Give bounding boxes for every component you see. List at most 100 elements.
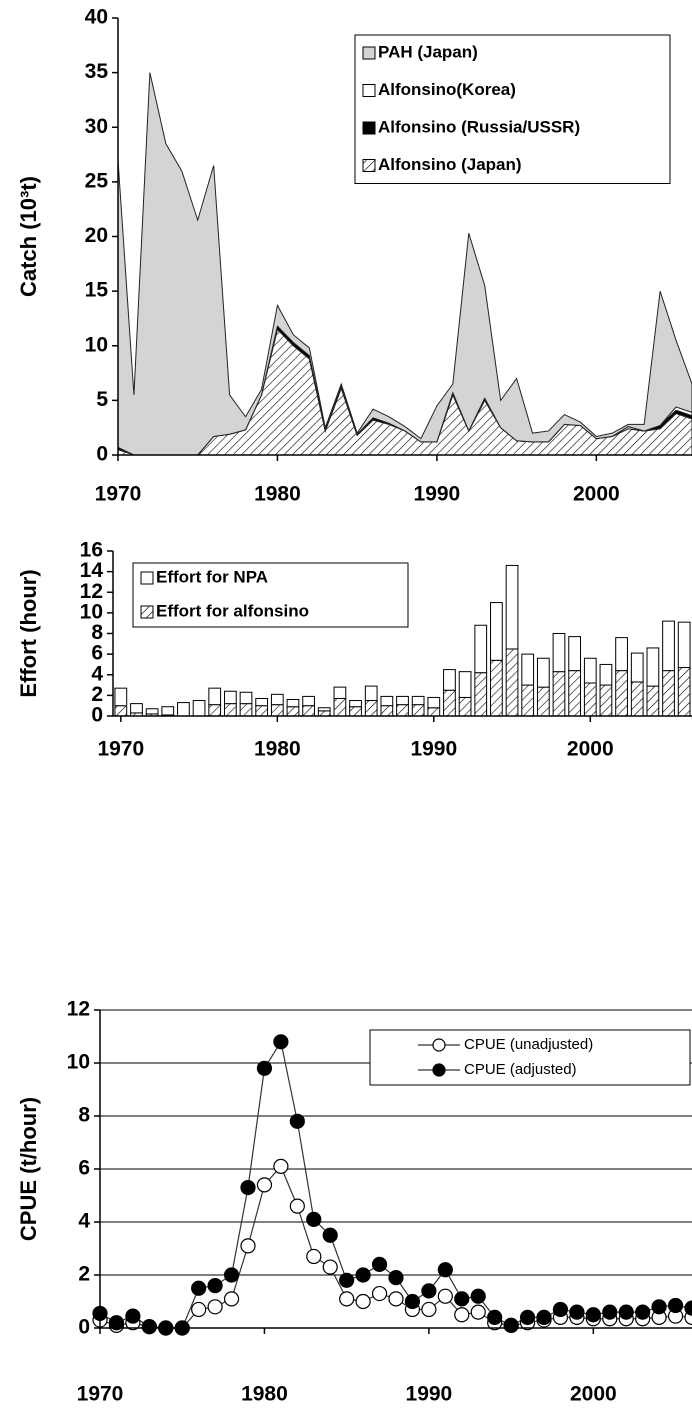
point [355,1267,371,1283]
x-tick-label: 1990 [406,1383,453,1406]
point [240,1238,256,1254]
point [536,1309,552,1326]
area [117,72,692,456]
point [256,1060,273,1076]
x-tick-label: 1980 [254,483,301,506]
bar [490,659,503,717]
point [141,1319,157,1335]
bar [208,687,222,706]
bar [505,564,519,650]
point [125,1308,141,1324]
legend-swatch [140,605,154,619]
x-tick-label: 2000 [570,1383,617,1406]
point [487,1309,503,1326]
bar [380,695,394,707]
point [437,1262,453,1278]
y-tick-label: 6 [78,1157,90,1180]
legend-swatch [362,121,376,135]
bar [333,686,347,699]
legend-swatch [362,46,376,60]
y-tick-label: 2 [91,683,103,706]
y-tick-label: 30 [85,115,108,138]
bar [568,636,582,672]
bar [646,647,660,687]
point [454,1291,470,1307]
legend-swatch [140,571,154,585]
point [618,1304,634,1320]
legend-marker [432,1063,446,1077]
bar [443,669,456,691]
y-tick-label: 0 [91,704,103,727]
point [273,1158,289,1174]
bar [677,667,691,717]
bar [161,706,175,716]
bar [599,663,613,686]
bar [615,637,628,672]
bar [396,704,409,717]
bar [536,657,550,688]
point [667,1297,684,1314]
y-tick-label: 2 [78,1263,90,1286]
legend-label: Alfonsino(Korea) [378,80,516,99]
y-axis-title: Effort (hour) [16,569,41,697]
bar [286,699,300,708]
point [519,1309,536,1326]
y-tick-label: 5 [96,388,108,411]
point [651,1299,667,1315]
point [191,1280,207,1296]
bar [333,697,347,717]
bar [568,670,582,717]
point [585,1307,601,1323]
bar [130,703,143,714]
point [552,1301,569,1318]
legend-label: Alfonsino (Japan) [378,155,522,174]
x-tick-label: 1970 [97,738,144,761]
x-tick-label: 1970 [95,483,142,506]
point [322,1227,338,1243]
bar [145,708,159,715]
x-tick-label: 1970 [77,1383,124,1406]
x-tick-label: 2000 [573,483,620,506]
bar [239,703,253,717]
bar [677,621,691,669]
y-tick-label: 35 [85,60,109,83]
y-tick-label: 40 [85,6,108,29]
bar [443,689,456,717]
bar [270,693,284,706]
bar [208,704,222,717]
point [355,1293,371,1310]
bar [317,710,331,717]
bar [662,620,675,672]
point [223,1291,240,1307]
y-axis-title: CPUE (t/hour) [16,1097,41,1241]
legend-label: CPUE (unadjusted) [464,1036,593,1053]
bar [521,684,535,717]
point [191,1301,207,1318]
point [306,1248,322,1265]
y-tick-label: 10 [67,1051,90,1074]
point [339,1291,355,1307]
bar [317,707,331,712]
bar [192,700,206,717]
point [240,1179,256,1196]
bar [583,657,597,684]
point [371,1285,388,1302]
bar [599,684,613,717]
legend-label: Effort for NPA [156,567,268,586]
bar [662,670,675,717]
bar [364,700,378,717]
point [503,1317,519,1333]
bar [364,685,378,702]
y-axis-title: Catch (10³t) [16,176,41,297]
bar [630,681,644,717]
bar [427,707,441,717]
bar [630,652,644,683]
bar [223,703,237,717]
x-tick-label: 1980 [241,1383,288,1406]
point [388,1291,404,1307]
bar [536,686,550,717]
point [256,1177,273,1193]
legend-label: CPUE (adjusted) [464,1061,577,1078]
x-tick-label: 1980 [254,738,301,761]
bar [427,696,441,709]
